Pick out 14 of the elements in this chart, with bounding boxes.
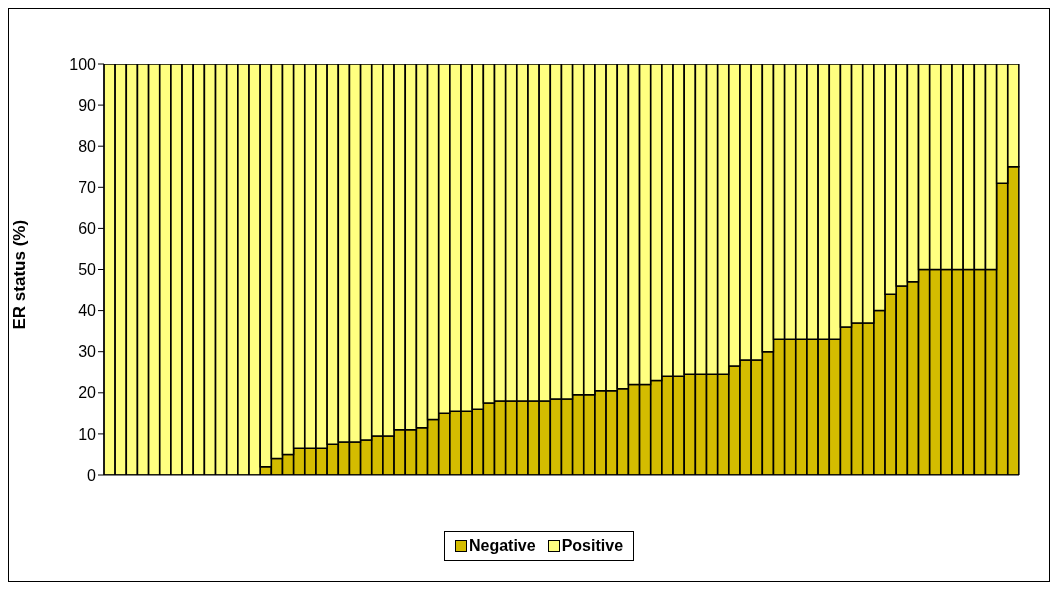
legend-label: Negative [467, 537, 536, 555]
y-tick-label: 40 [78, 302, 97, 320]
y-tick-label: 50 [78, 261, 97, 279]
y-tick-label: 20 [78, 384, 97, 402]
y-tick-label: 0 [87, 466, 97, 484]
y-axis-title: ER status (%) [10, 219, 30, 330]
legend-label: Positive [560, 537, 624, 555]
y-tick-label: 10 [78, 425, 97, 443]
y-tick-label: 70 [78, 178, 97, 196]
y-tick-label: 80 [78, 137, 97, 155]
y-tick-label: 90 [78, 96, 97, 114]
y-tick-label: 30 [78, 343, 97, 361]
y-tick-label: 100 [69, 55, 97, 73]
y-tick-label: 60 [78, 220, 97, 238]
